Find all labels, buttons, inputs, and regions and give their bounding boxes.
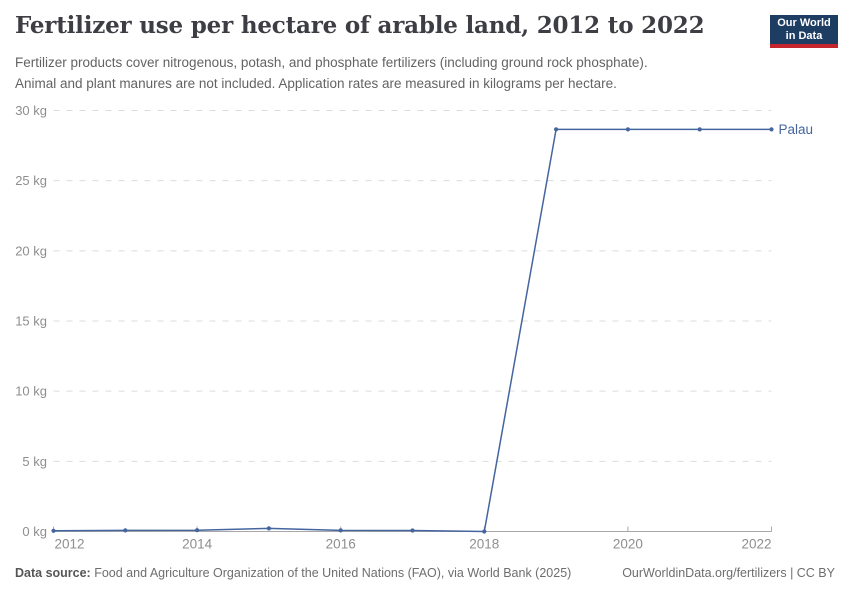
y-axis-tick-label: 30 kg <box>15 103 47 118</box>
data-point <box>51 528 56 533</box>
data-point <box>123 528 128 533</box>
x-axis-tick-label: 2014 <box>182 537 213 552</box>
x-axis-tick-label: 2012 <box>55 537 85 552</box>
data-source: Data source: Food and Agriculture Organi… <box>15 566 571 580</box>
data-point <box>697 127 702 132</box>
x-axis-tick-label: 2022 <box>741 537 771 552</box>
y-axis-tick-label: 5 kg <box>22 454 47 469</box>
x-axis-tick-label: 2020 <box>613 537 643 552</box>
x-axis-tick-label: 2018 <box>469 537 499 552</box>
owid-logo-line-1: Our World <box>777 17 831 29</box>
chart-footer: Data source: Food and Agriculture Organi… <box>15 566 835 580</box>
y-axis-tick-label: 20 kg <box>15 243 47 258</box>
y-axis-tick-label: 15 kg <box>15 314 47 329</box>
data-point <box>769 127 774 132</box>
chart-subtitle-line-1: Fertilizer products cover nitrogenous, p… <box>15 55 648 70</box>
data-point <box>625 127 631 132</box>
data-source-text: Food and Agriculture Organization of the… <box>94 566 572 580</box>
series-end-label: Palau <box>779 122 814 137</box>
data-point <box>195 528 200 533</box>
owid-credit-link[interactable]: OurWorldinData.org/fertilizers | CC BY <box>622 566 835 580</box>
data-line <box>53 128 772 533</box>
line-chart: 0 kg 5 kg 10 kg 15 kg 20 kg 25 kg 30 kg 2012 201… <box>15 103 814 552</box>
owid-logo-line-2: in Data <box>785 29 823 42</box>
data-point <box>338 528 343 533</box>
y-axis-tick-label: 0 kg <box>22 524 47 539</box>
data-point <box>482 529 487 534</box>
data-point <box>554 127 559 132</box>
y-axis-tick-label: 10 kg <box>15 384 47 399</box>
x-axis-tick-label: 2016 <box>326 537 356 552</box>
data-point <box>266 526 271 531</box>
y-axis-tick-label: 25 kg <box>15 173 47 188</box>
chart-subtitle: Fertilizer products cover nitrogenous, p… <box>15 52 648 94</box>
data-source-label: Data source: <box>15 566 91 580</box>
chart-title: Fertilizer use per hectare of arable lan… <box>15 12 705 39</box>
chart-subtitle-line-2: Animal and plant manures are not include… <box>15 76 617 91</box>
data-point <box>410 528 415 533</box>
owid-logo[interactable]: Our World in Data <box>770 15 838 48</box>
